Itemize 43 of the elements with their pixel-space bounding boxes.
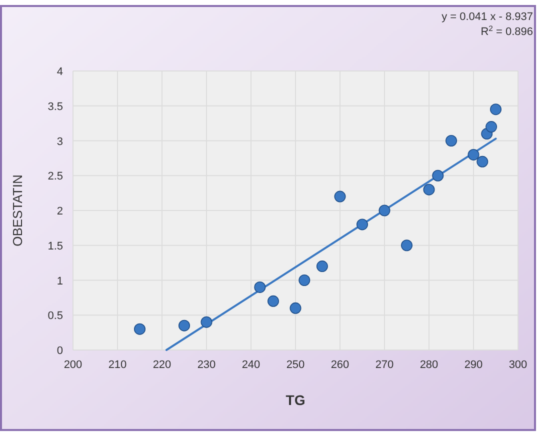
point	[268, 295, 279, 307]
y-tick-label: 0.5	[48, 310, 63, 322]
point	[178, 320, 190, 332]
x-axis-title: TG	[286, 392, 306, 408]
x-tick-label: 200	[64, 359, 82, 371]
x-tick-label: 210	[108, 359, 127, 371]
point	[356, 218, 368, 230]
y-tick-label: 0	[56, 345, 63, 357]
x-tick-label: 250	[286, 359, 305, 371]
point	[290, 302, 302, 314]
x-tick-label: 230	[197, 359, 216, 371]
point	[254, 281, 266, 293]
point	[490, 104, 502, 116]
x-tick-label: 270	[375, 359, 394, 371]
point	[432, 170, 444, 182]
y-tick-label: 3.5	[48, 100, 63, 113]
point	[486, 121, 498, 133]
point	[476, 156, 488, 168]
x-tick-label: 280	[420, 359, 438, 371]
point	[134, 323, 146, 335]
y-tick-label: 3	[56, 136, 63, 148]
point	[401, 240, 412, 252]
point	[298, 274, 310, 286]
x-tick-label: 220	[152, 359, 172, 371]
y-tick-label: 2.5	[48, 170, 63, 183]
point	[446, 135, 457, 146]
point	[468, 148, 480, 160]
x-tick-label: 240	[242, 359, 260, 371]
y-tick-label: 2	[56, 206, 63, 218]
text: y = 0.041 x - 8.937	[442, 11, 533, 23]
point	[334, 190, 346, 202]
point	[316, 260, 328, 272]
point	[200, 316, 212, 328]
y-axis-title: OBESTATIN	[10, 174, 25, 246]
point	[378, 204, 390, 216]
y-tick-label: 1.5	[48, 240, 63, 252]
point	[423, 184, 435, 196]
x-tick-label: 290	[464, 359, 483, 371]
x-tick-label: 260	[330, 359, 350, 371]
x-tick-label: 300	[508, 359, 528, 371]
y-tick-label: 4	[56, 66, 63, 78]
text: R$^{2}$ = 0.896	[480, 24, 533, 38]
y-tick-label: 1	[56, 275, 63, 288]
